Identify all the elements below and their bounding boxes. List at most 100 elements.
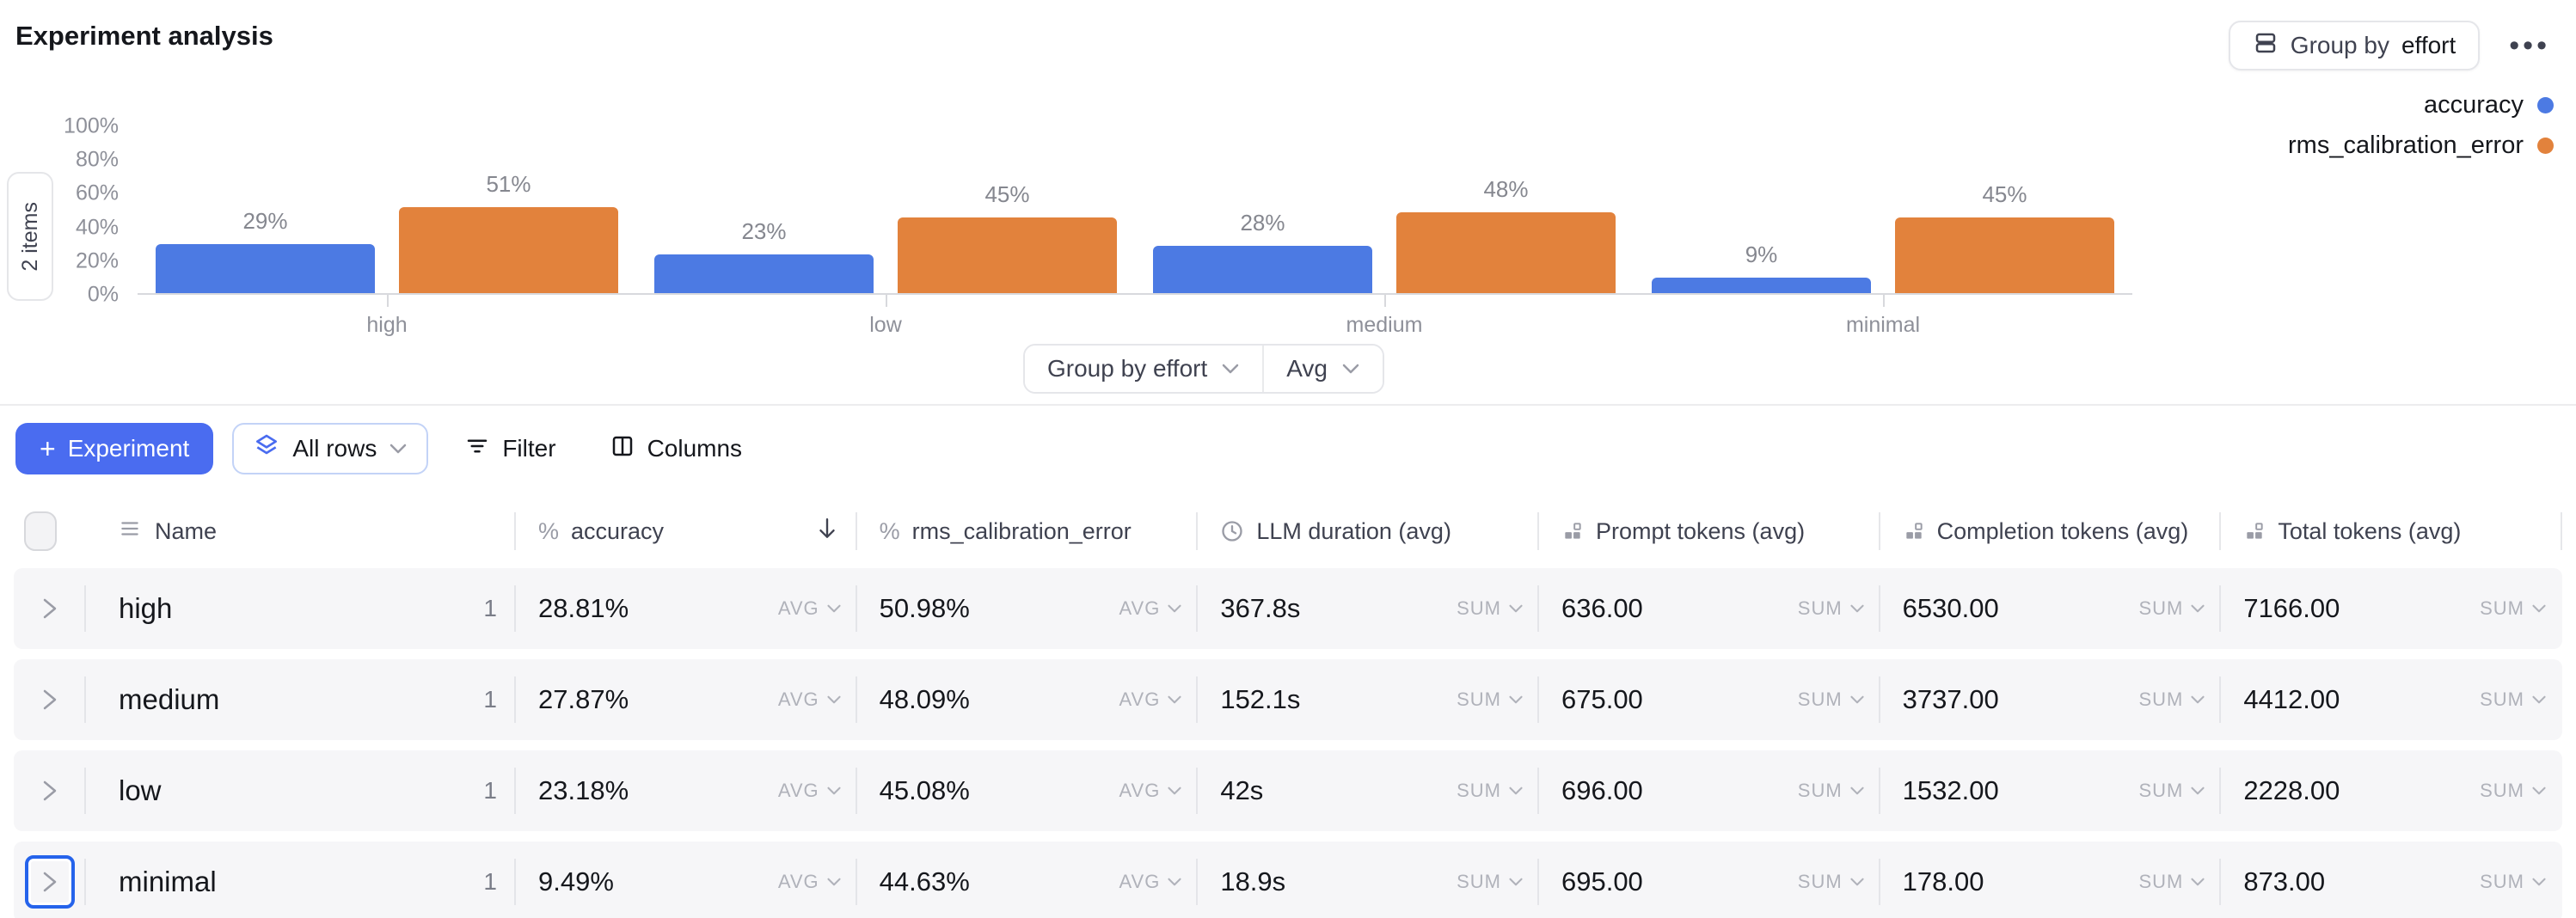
aggregation-dropdown[interactable]: AVG (778, 780, 857, 802)
columns-button[interactable]: Columns (592, 423, 759, 474)
filter-icon (464, 433, 490, 465)
x-axis-category-label: medium (1346, 313, 1423, 337)
aggregation-dropdown[interactable]: SUM (2480, 597, 2562, 620)
column-header-prompt-tokens-avg-[interactable]: Prompt tokens (avg) (1539, 503, 1880, 560)
table-row-low[interactable]: low 1 23.18% AVG 45.08% AVG 42s SUM 696.… (14, 750, 2562, 831)
bar-accuracy-low[interactable]: 23% (654, 218, 874, 293)
bar-accuracy-minimal[interactable]: 9% (1652, 242, 1871, 293)
percent-icon: % (538, 517, 560, 544)
cell: 48.09% AVG (857, 659, 1199, 740)
aggregation-dropdown[interactable]: SUM (2480, 780, 2562, 802)
legend-item-rms_calibration_error[interactable]: rms_calibration_error (2288, 132, 2554, 160)
aggregation-dropdown[interactable]: SUM (1457, 780, 1539, 802)
filter-button[interactable]: Filter (447, 423, 573, 474)
bar-rms_calibration_error-minimal[interactable]: 45% (1895, 181, 2114, 293)
aggregation-dropdown[interactable]: SUM (2480, 871, 2562, 893)
aggregation-dropdown[interactable]: SUM (1457, 871, 1539, 893)
cell-value: 28.81% (538, 593, 629, 623)
row-name: medium (119, 683, 220, 715)
cell: 23.18% AVG (516, 750, 857, 831)
add-experiment-button[interactable]: + Experiment (15, 423, 214, 474)
aggregation-dropdown[interactable]: SUM (2138, 780, 2221, 802)
expand-row-button[interactable] (25, 855, 75, 909)
header-checkbox-cell (14, 503, 86, 560)
name-cell: medium 1 (86, 659, 516, 740)
group-by-effort-button[interactable]: Group by effort (2228, 21, 2481, 70)
table-row-high[interactable]: high 1 28.81% AVG 50.98% AVG 367.8s SUM … (14, 568, 2562, 649)
sort-desc-icon[interactable] (816, 517, 838, 547)
column-header-total-tokens-avg-[interactable]: Total tokens (avg) (2221, 503, 2562, 560)
percent-icon: % (879, 517, 900, 544)
aggregation-dropdown[interactable]: AVG (778, 597, 857, 620)
bar-value-label: 29% (242, 208, 288, 234)
column-label: accuracy (571, 517, 665, 544)
aggregation-dropdown[interactable]: SUM (2138, 597, 2221, 620)
chart-aggregation-dropdown[interactable]: Avg (1262, 346, 1383, 392)
cell-value: 50.98% (879, 593, 970, 623)
aggregation-dropdown[interactable]: AVG (1119, 871, 1199, 893)
table-header-row: Name % accuracy % rms_calibration_error … (14, 503, 2562, 560)
legend-item-accuracy[interactable]: accuracy (2424, 91, 2554, 119)
bar-rms_calibration_error-medium[interactable]: 48% (1396, 176, 1616, 293)
items-count-badge[interactable]: 2 items (7, 172, 53, 301)
cell-value: 636.00 (1561, 593, 1643, 623)
column-header-llm-duration-avg-[interactable]: LLM duration (avg) (1198, 503, 1539, 560)
x-axis-tick (1384, 295, 1386, 307)
column-header-rms-calibration-error[interactable]: % rms_calibration_error (857, 503, 1199, 560)
legend-label: accuracy (2423, 91, 2524, 119)
aggregation-dropdown[interactable]: SUM (1457, 597, 1539, 620)
aggregation-dropdown[interactable]: AVG (1119, 688, 1199, 711)
cell: 636.00 SUM (1539, 568, 1880, 649)
bar-rms_calibration_error-high[interactable]: 51% (399, 171, 618, 293)
more-menu-button[interactable]: ••• (2509, 28, 2550, 62)
chart-group-by-dropdown[interactable]: Group by effort (1025, 346, 1263, 392)
aggregation-dropdown[interactable]: AVG (778, 688, 857, 711)
cell-value: 675.00 (1561, 684, 1643, 714)
aggregation-dropdown[interactable]: SUM (1798, 688, 1880, 711)
cell-value: 367.8s (1220, 593, 1301, 623)
aggregation-dropdown[interactable]: SUM (1798, 780, 1880, 802)
cell-value: 695.00 (1561, 866, 1643, 897)
expand-row-button[interactable] (25, 582, 75, 635)
all-rows-dropdown[interactable]: All rows (232, 423, 429, 474)
column-header-name[interactable]: Name (86, 503, 516, 560)
column-label: Name (155, 517, 218, 544)
cell: 873.00 SUM (2221, 842, 2562, 918)
expand-row-button[interactable] (25, 764, 75, 817)
expand-row-button[interactable] (25, 673, 75, 726)
table-row-minimal[interactable]: minimal 1 9.49% AVG 44.63% AVG 18.9s SUM… (14, 842, 2562, 918)
bar-accuracy-high[interactable]: 29% (156, 208, 375, 293)
aggregation-dropdown[interactable]: SUM (1457, 688, 1539, 711)
chart-legend: accuracy rms_calibration_error (2288, 91, 2554, 160)
aggregation-dropdown[interactable]: SUM (2138, 688, 2221, 711)
aggregation-dropdown[interactable]: AVG (778, 871, 857, 893)
aggregation-dropdown[interactable]: SUM (2138, 871, 2221, 893)
chart-y-axis: 100% 80% 60% 40% 20% 0% (0, 114, 119, 307)
name-cell: low 1 (86, 750, 516, 831)
aggregation-dropdown[interactable]: SUM (1798, 871, 1880, 893)
aggregation-dropdown[interactable]: SUM (2480, 688, 2562, 711)
table-toolbar: + Experiment All rows Filter Columns (15, 423, 759, 474)
aggregation-dropdown[interactable]: AVG (1119, 597, 1199, 620)
cell-value: 696.00 (1561, 775, 1643, 805)
column-label: rms_calibration_error (911, 517, 1132, 544)
name-cell: high 1 (86, 568, 516, 649)
column-header-completion-tokens-avg-[interactable]: Completion tokens (avg) (1880, 503, 2222, 560)
table-body: high 1 28.81% AVG 50.98% AVG 367.8s SUM … (14, 568, 2562, 918)
group-by-prefix: Group by (2290, 32, 2389, 58)
cell: 27.87% AVG (516, 659, 857, 740)
aggregation-dropdown[interactable]: SUM (1798, 597, 1880, 620)
aggregation-dropdown[interactable]: AVG (1119, 780, 1199, 802)
bar-rms_calibration_error-low[interactable]: 45% (898, 181, 1117, 293)
bar-accuracy-medium[interactable]: 28% (1153, 210, 1372, 293)
select-all-checkbox[interactable] (24, 511, 57, 551)
table-row-medium[interactable]: medium 1 27.87% AVG 48.09% AVG 152.1s SU… (14, 659, 2562, 740)
tokens-icon (2243, 520, 2266, 542)
column-header-accuracy[interactable]: % accuracy (516, 503, 857, 560)
y-axis-tick-label: 60% (75, 181, 119, 205)
bar-value-label: 45% (1982, 181, 2027, 207)
x-axis-category-label: low (869, 313, 902, 337)
cell: 45.08% AVG (857, 750, 1199, 831)
column-label: Completion tokens (avg) (1936, 517, 2189, 544)
